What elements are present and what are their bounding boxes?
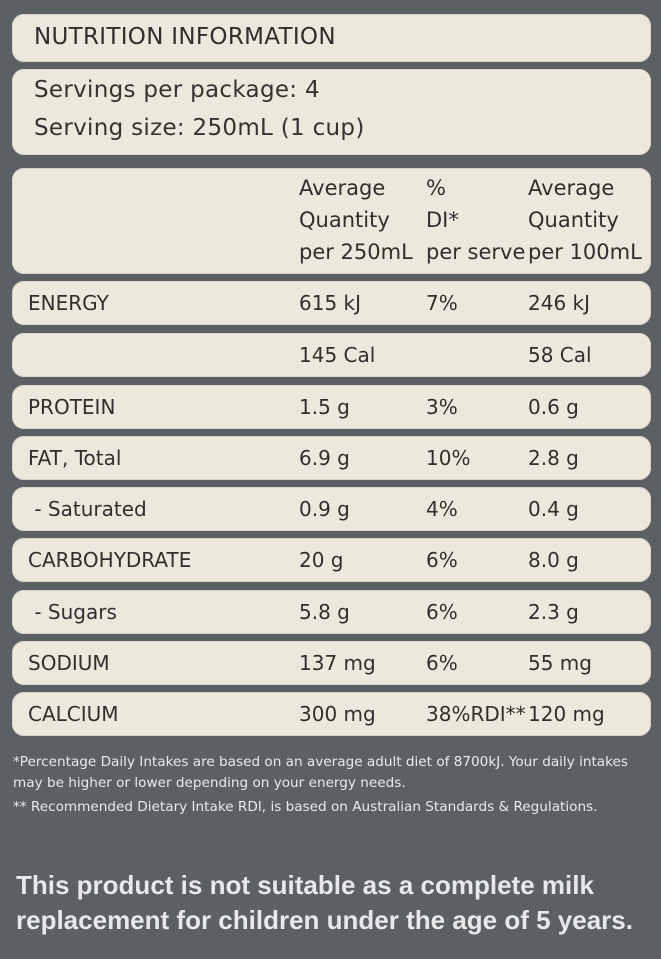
qty-per-serve: 5.8 g — [299, 600, 350, 624]
di-percent: 6% — [426, 548, 458, 572]
qty-per-100: 246 kJ — [528, 291, 591, 315]
nutrient-name: ENERGY — [28, 291, 109, 315]
table-row: 145 Cal 58 Cal — [12, 333, 651, 377]
qty-per-serve: 300 mg — [299, 702, 376, 726]
qty-per-serve: 20 g — [299, 548, 344, 572]
column-header-per-serve: Average Quantity per 250mL — [299, 176, 413, 264]
qty-per-serve: 1.5 g — [299, 395, 350, 419]
di-percent: 4% — [426, 497, 458, 521]
serving-size: Serving size: 250mL (1 cup) — [34, 115, 365, 141]
qty-per-serve: 137 mg — [299, 651, 376, 675]
qty-per-serve: 615 kJ — [299, 291, 362, 315]
column-header-row: Average Quantity per 250mL % DI* per ser… — [12, 168, 651, 274]
di-percent: 6% — [426, 600, 458, 624]
qty-per-100: 0.4 g — [528, 497, 579, 521]
nutrient-name: SODIUM — [28, 651, 110, 675]
di-percent: 3% — [426, 395, 458, 419]
di-percent: 7% — [426, 291, 458, 315]
footnote-rdi: ** Recommended Dietary Intake RDI, is ba… — [13, 799, 598, 815]
nutrient-name: - Sugars — [28, 600, 117, 624]
nutrient-name: - Saturated — [28, 497, 147, 521]
qty-per-serve: 0.9 g — [299, 497, 350, 521]
warning-text: This product is not suitable as a comple… — [16, 870, 633, 935]
table-row: CALCIUM 300 mg 38%RDI** 120 mg — [12, 692, 651, 736]
qty-per-100: 2.8 g — [528, 446, 579, 470]
nutrient-name: CALCIUM — [28, 702, 119, 726]
qty-per-100: 0.6 g — [528, 395, 579, 419]
servings-panel: Servings per package: 4 Serving size: 25… — [12, 69, 651, 155]
column-header-per-100: Average Quantity per 100mL — [528, 176, 642, 264]
qty-per-100: 120 mg — [528, 702, 605, 726]
servings-per-package: Servings per package: 4 — [34, 77, 320, 103]
column-header-di: % DI* per serve — [426, 176, 526, 264]
table-row: SODIUM 137 mg 6% 55 mg — [12, 641, 651, 685]
di-percent: 38%RDI** — [426, 702, 526, 726]
table-row: - Sugars 5.8 g 6% 2.3 g — [12, 590, 651, 634]
table-row: - Saturated 0.9 g 4% 0.4 g — [12, 487, 651, 531]
di-percent: 6% — [426, 651, 458, 675]
qty-per-100: 58 Cal — [528, 343, 592, 367]
table-row: PROTEIN 1.5 g 3% 0.6 g — [12, 385, 651, 429]
di-percent: 10% — [426, 446, 471, 470]
panel-title: NUTRITION INFORMATION — [34, 24, 336, 50]
qty-per-serve: 6.9 g — [299, 446, 350, 470]
table-row: ENERGY 615 kJ 7% 246 kJ — [12, 281, 651, 325]
title-panel: NUTRITION INFORMATION — [12, 14, 651, 62]
qty-per-100: 55 mg — [528, 651, 592, 675]
qty-per-100: 8.0 g — [528, 548, 579, 572]
table-row: FAT, Total 6.9 g 10% 2.8 g — [12, 436, 651, 480]
nutrient-name: FAT, Total — [28, 446, 122, 470]
table-row: CARBOHYDRATE 20 g 6% 8.0 g — [12, 538, 651, 582]
footnote-di: *Percentage Daily Intakes are based on a… — [13, 754, 628, 791]
nutrient-name: PROTEIN — [28, 395, 116, 419]
nutrient-name: CARBOHYDRATE — [28, 548, 192, 572]
qty-per-serve: 145 Cal — [299, 343, 376, 367]
qty-per-100: 2.3 g — [528, 600, 579, 624]
